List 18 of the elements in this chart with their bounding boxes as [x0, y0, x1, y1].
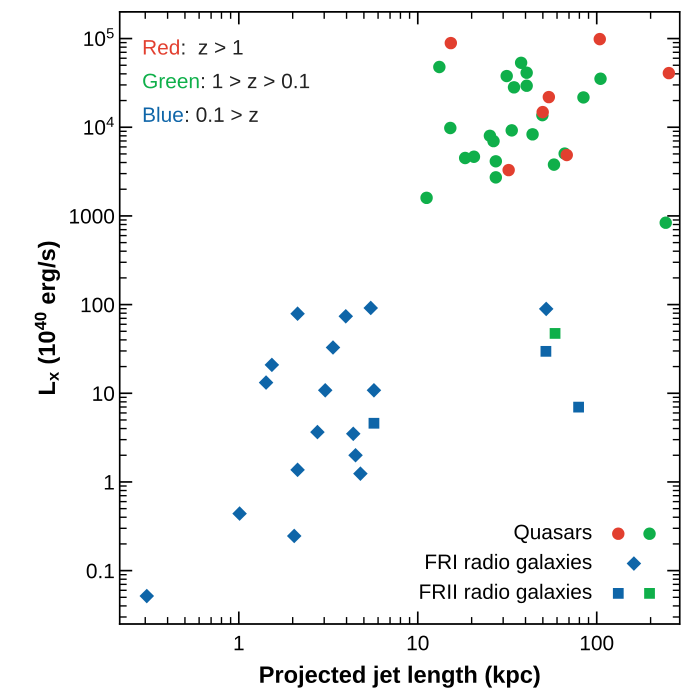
y-axis-title: L$_{x}$ (10$^{40}$ erg/s) [34, 242, 60, 394]
y-tick-label: 1000 [70, 208, 114, 224]
y-tick-label: 100 [82, 298, 114, 312]
legend-label: FRII radio galaxies [420, 584, 592, 604]
x-tick-label: 100 [580, 636, 614, 650]
legend-label: Quasars [514, 524, 592, 544]
annotation: Green: 1 > z > 0.1 [143, 74, 310, 88]
y-tick-label: 0.1 [86, 564, 114, 578]
y-tick-label: 10$^{4}$ [84, 116, 114, 135]
annotation: Red: z > 1 [144, 39, 243, 55]
x-tick-label: 1 [234, 636, 244, 650]
y-tick-label: 10 [93, 386, 114, 402]
x-tick-label: 10 [408, 636, 429, 650]
y-tick-label: 10$^{5}$ [84, 28, 114, 46]
legend-label: FRI radio galaxies [426, 554, 592, 574]
y-tick-label: 1 [104, 475, 114, 490]
x-axis-title: Projected jet length (kpc) [260, 666, 540, 688]
annotation: Blue: 0.1 > z [144, 106, 258, 122]
